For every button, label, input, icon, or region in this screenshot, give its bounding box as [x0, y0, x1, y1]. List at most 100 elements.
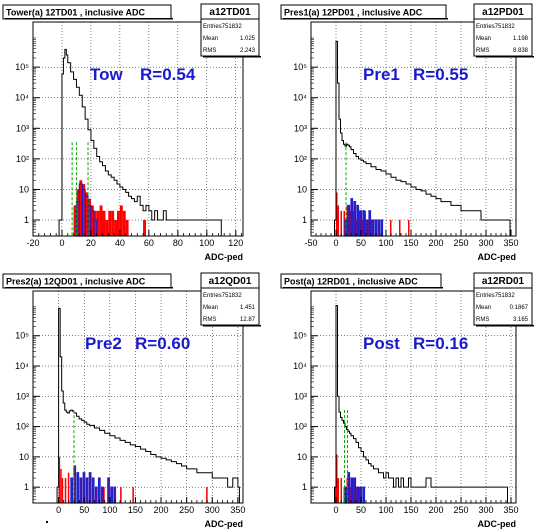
x-tick-label: 300	[205, 505, 220, 515]
red-bin	[105, 220, 109, 236]
y-tick-label: 10²	[294, 422, 307, 432]
red-bin	[346, 205, 348, 236]
x-tick-label: 100	[378, 238, 393, 248]
blue-bin	[347, 472, 351, 504]
stats-value: 8.838	[513, 48, 529, 54]
red-bin	[93, 210, 97, 236]
y-tick-label: 10	[297, 452, 307, 462]
stats-frame	[200, 272, 260, 326]
x-tick-label: 120	[228, 238, 243, 248]
stats-shadow	[203, 325, 261, 327]
blue-bin	[350, 477, 354, 504]
y-tick-label: 10⁴	[293, 361, 307, 371]
title-shadow	[5, 18, 173, 20]
x-tick-label: 60	[144, 238, 154, 248]
x-tick-label: 100	[199, 238, 214, 248]
x-tick-label: 300	[478, 505, 493, 515]
red-bin	[337, 205, 339, 236]
stats-entries: Entries751832	[476, 24, 515, 30]
panel-title: Post(a) 12RD01 , inclusive ADC	[284, 277, 418, 287]
black-histogram	[334, 40, 511, 236]
blue-bin	[347, 204, 351, 237]
blue-bin	[79, 477, 83, 504]
panel-title-box: Pres1(a) 12PD01 , inclusive ADC	[280, 4, 448, 20]
y-tick-label: 10⁴	[15, 93, 29, 103]
red-bin	[370, 220, 372, 236]
blue-bin	[97, 477, 101, 504]
red-bin	[408, 220, 410, 236]
y-tick-label: 10³	[16, 391, 29, 401]
title-shadow	[283, 287, 443, 289]
y-tick-label: 10⁵	[15, 62, 29, 72]
blue-bin	[94, 486, 98, 504]
plot-frame	[32, 290, 244, 504]
red-bin	[90, 205, 94, 236]
red-bin	[358, 487, 360, 503]
red-bin	[122, 210, 126, 236]
blue-bin	[91, 477, 95, 504]
blue-bin	[350, 198, 354, 237]
y-tick-label: 10⁴	[15, 361, 29, 371]
ratio-label: R=0.60	[135, 334, 190, 353]
red-bin	[132, 487, 134, 503]
red-bin	[340, 210, 342, 236]
detector-label: Post	[363, 334, 400, 353]
red-bin	[206, 487, 208, 503]
red-bin	[334, 487, 336, 503]
blue-bin	[110, 486, 113, 504]
x-tick-label: 250	[453, 238, 468, 248]
y-tick-label: 10⁵	[293, 331, 307, 341]
x-tick-label: 100	[102, 505, 117, 515]
red-bin	[120, 487, 122, 503]
x-tick-label: 200	[428, 238, 443, 248]
x-tick-label: 40	[115, 238, 125, 248]
red-bin	[88, 198, 91, 236]
red-bin	[85, 192, 89, 236]
x-tick-label: -50	[304, 238, 317, 248]
red-bin	[355, 487, 357, 503]
blue-bin	[371, 219, 375, 237]
y-tick-label: 10²	[294, 154, 307, 164]
red-bin	[340, 478, 342, 503]
red-bin	[336, 192, 338, 236]
blue-bin	[356, 204, 360, 237]
ratio-label: R=0.55	[413, 65, 468, 84]
blue-bin	[353, 477, 357, 504]
red-bin	[108, 210, 112, 236]
stats-entries: Entries751832	[203, 24, 242, 30]
x-tick-label: 300	[478, 238, 493, 248]
x-axis-label: ADC-ped	[205, 519, 244, 529]
stats-box: a12PD01 Entries751832 Mean 1.198 RMS 8.838	[473, 3, 534, 58]
stats-value: 2.243	[240, 48, 256, 54]
red-bin	[102, 210, 106, 236]
red-bin	[82, 184, 86, 236]
x-tick-label: 200	[428, 505, 443, 515]
panel-title-box: Tower(a) 12TD01 , inclusive ADC	[2, 4, 173, 20]
red-bin	[61, 478, 64, 503]
red-bin	[99, 205, 103, 236]
red-bin	[103, 487, 105, 503]
panel-title: Pres2(a) 12QD01 , inclusive ADC	[6, 277, 146, 287]
blue-bin	[76, 472, 80, 504]
red-bin	[58, 456, 61, 503]
y-tick-label: 1	[24, 482, 29, 492]
red-bin	[111, 210, 115, 236]
red-bin	[125, 220, 129, 236]
title-shadow	[5, 287, 173, 289]
x-tick-label: 350	[230, 505, 245, 515]
chart-panel-1: -20 0 20 40 60 80 100 120 1 10 10² 10³ 10⁴ 10⁵ ADC-ped…	[2, 3, 261, 262]
x-tick-label: 50	[79, 505, 89, 515]
y-tick-label: 10⁵	[293, 62, 307, 72]
chart-panel-3: 0 50 100 150 200 250 300 350 1 10 10² 10³ 10⁴ 10⁵ ADC-…	[2, 272, 261, 529]
x-tick-label: 150	[403, 505, 418, 515]
red-bin	[119, 205, 123, 236]
detector-label: Tow	[90, 65, 124, 84]
stats-label: RMS	[476, 317, 489, 323]
red-bin	[358, 210, 360, 236]
stats-label: Mean	[476, 305, 491, 311]
x-tick-label: 0	[333, 238, 338, 248]
y-tick-label: 10⁴	[293, 93, 307, 103]
plot-area	[311, 22, 516, 236]
chart-panel-2: -50 0 50 100 150 200 250 300 350 1 10 10² 10³ 10⁴ 10⁵ A…	[280, 3, 534, 262]
stats-value: 3.165	[513, 317, 529, 323]
